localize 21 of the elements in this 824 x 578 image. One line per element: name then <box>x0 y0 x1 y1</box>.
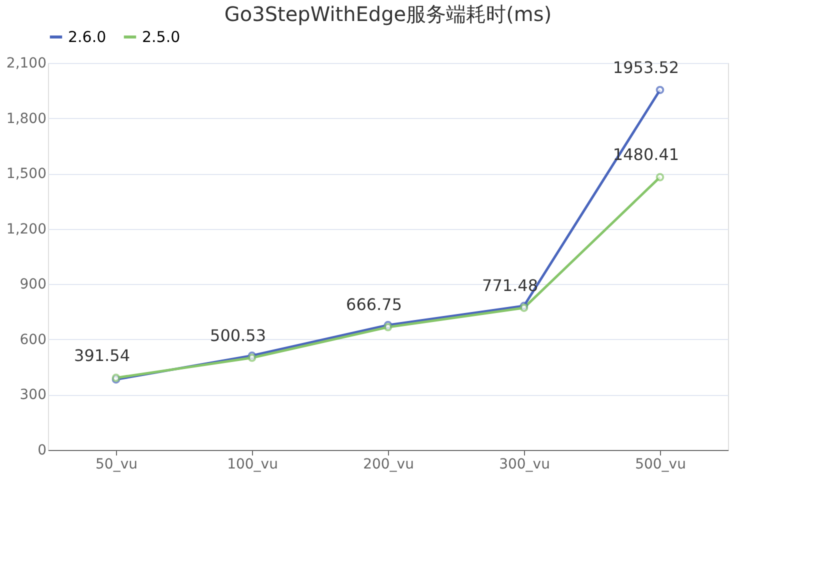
data-label: 500.53 <box>210 326 266 345</box>
y-tick-label: 2,100 <box>6 56 46 72</box>
y-tick-label: 0 <box>38 442 46 458</box>
x-tick-label: 200_vu <box>363 456 414 472</box>
y-tick-label: 1,500 <box>6 166 46 182</box>
legend-label: 2.6.0 <box>68 28 106 46</box>
data-label: 391.54 <box>74 346 130 365</box>
x-tick-label: 50_vu <box>96 456 138 472</box>
y-tick-label: 1,200 <box>6 221 46 238</box>
x-tick-label: 100_vu <box>227 456 278 472</box>
y-tick-label: 300 <box>20 387 46 404</box>
legend-label: 2.5.0 <box>142 28 180 46</box>
y-tick-label: 600 <box>20 332 46 348</box>
data-label: 1953.52 <box>612 58 680 77</box>
y-tick-label: 1,800 <box>6 110 46 127</box>
x-tick-label: 300_vu <box>499 456 550 472</box>
data-label: 666.75 <box>346 295 402 314</box>
y-tick-label: 900 <box>20 276 46 293</box>
x-tick-label: 500_vu <box>635 456 686 472</box>
chart-title: Go3StepWithEdge服务端耗时(ms) <box>224 2 552 26</box>
data-label: 771.48 <box>482 276 538 295</box>
